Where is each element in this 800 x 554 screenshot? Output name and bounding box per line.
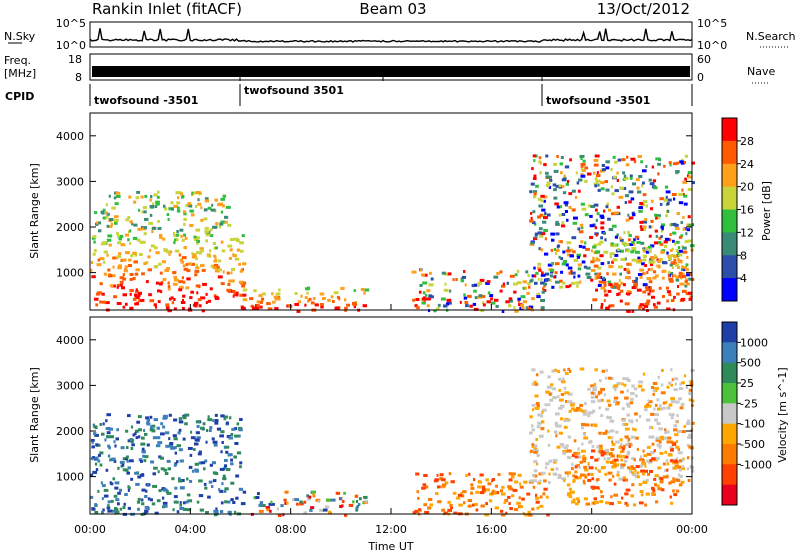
velocity-region-2 xyxy=(240,490,369,517)
power-cbar-tick-5: 20 xyxy=(740,181,754,194)
cpid-label: CPID xyxy=(5,90,34,103)
velocity-ytick-label-2: 2000 xyxy=(56,425,84,438)
power-cbar-tick-7: 28 xyxy=(740,135,754,148)
nave-band xyxy=(92,66,690,77)
cpid-segment-3: twofsound -3501 xyxy=(546,94,650,107)
velocity-ytick-label-3: 3000 xyxy=(56,379,84,392)
power-cbar-tick-2: 8 xyxy=(740,249,747,262)
velocity-region-3 xyxy=(412,472,550,517)
power-region-1 xyxy=(90,232,247,313)
velocity-xtick-label-6: 20:00 xyxy=(576,523,608,536)
velocity-cbar-swatch-1 xyxy=(722,322,737,343)
power-scatter xyxy=(90,154,695,313)
velocity-cbar-swatch-6 xyxy=(722,423,737,445)
velocity-panel: 1000 2000 3000 4000 00:00 04:00 08:00 12:00 16:… xyxy=(28,316,708,553)
velocity-xtick-label-3: 08:00 xyxy=(275,523,307,536)
freq-tick-top: 18 xyxy=(68,53,82,66)
velocity-cbar-tick-2: 500 xyxy=(740,357,761,370)
velocity-region-1 xyxy=(90,413,244,517)
power-cbar-label: Power [dB] xyxy=(760,181,773,241)
velocity-region-5 xyxy=(566,440,683,507)
power-ytick-label-3: 3000 xyxy=(56,175,84,188)
cpid-segment-1: twofsound -3501 xyxy=(94,94,198,107)
power-ytick-label-1: 1000 xyxy=(56,267,84,280)
power-cbar-tick-6: 24 xyxy=(740,158,754,171)
power-cbar-swatch-4 xyxy=(722,186,737,210)
velocity-cbar-tick-7: -1000 xyxy=(740,458,772,471)
nave-tick-top: 60 xyxy=(697,53,711,66)
velocity-cbar-swatch-3 xyxy=(722,362,737,384)
date-title: 13/Oct/2012 xyxy=(597,0,690,18)
velocity-cbar-label: Velocity [m s^-1] xyxy=(776,367,789,462)
power-region-3 xyxy=(242,286,370,313)
velocity-cbar-swatch-5 xyxy=(722,403,737,425)
time-axis-label: Time UT xyxy=(367,540,413,553)
velocity-xtick-label-2: 04:00 xyxy=(174,523,206,536)
nsky-tick-bottom: 10^0 xyxy=(56,39,86,52)
nsearch-tick-bottom: 10^0 xyxy=(697,39,727,52)
velocity-cbar-swatch-2 xyxy=(722,342,737,364)
power-ylabel: Slant Range [km] xyxy=(28,163,41,259)
power-cbar-tick-4: 16 xyxy=(740,204,754,217)
cpid-segment-2: twofsound 3501 xyxy=(244,84,344,97)
velocity-cbar-swatch-9 xyxy=(722,484,737,506)
velocity-ylabel: Slant Range [km] xyxy=(28,367,41,463)
nsky-panel: N.Sky 10^5 10^0 N.Search 10^5 10^0 xyxy=(4,17,796,52)
velocity-region-4 xyxy=(529,367,695,485)
velocity-xtick-label-4: 12:00 xyxy=(375,523,407,536)
velocity-xtick-label-7: 00:00 xyxy=(676,523,708,536)
velocity-cbar-swatch-4 xyxy=(722,383,737,404)
velocity-xtick-label-5: 16:00 xyxy=(475,523,507,536)
power-cbar-swatch-6 xyxy=(722,232,737,256)
power-region-4 xyxy=(411,268,550,313)
power-cbar-swatch-5 xyxy=(722,209,737,233)
nsearch-tick-top: 10^5 xyxy=(697,17,727,30)
velocity-cbar-tick-3: 25 xyxy=(740,377,754,390)
nsky-tick-top: 10^5 xyxy=(56,17,86,30)
velocity-cbar-tick-1: 1000 xyxy=(740,336,768,349)
nave-tick-bottom: 0 xyxy=(697,71,704,84)
power-region-2 xyxy=(94,190,232,234)
velocity-cbar-tick-5: -100 xyxy=(740,418,765,431)
velocity-ytick-label-4: 4000 xyxy=(56,334,84,347)
beam-title: Beam 03 xyxy=(359,0,426,18)
power-panel: 1000 2000 3000 4000 Slant Range [km] xyxy=(28,112,695,313)
nsky-trace xyxy=(89,28,693,43)
freq-unit: [MHz] xyxy=(4,67,36,80)
freq-panel: Freq. [MHz] 18 8 Nave 60 0 xyxy=(4,53,775,84)
power-cbar-swatch-2 xyxy=(722,140,737,165)
power-colorbar: 4 8 12 16 20 24 28 Power [dB] xyxy=(721,117,773,302)
power-cbar-swatch-3 xyxy=(722,163,737,188)
power-cbar-swatch-7 xyxy=(722,255,737,279)
nsky-label: N.Sky xyxy=(4,30,36,43)
freq-tick-bottom: 8 xyxy=(75,71,82,84)
cpid-row: CPID twofsound -3501 twofsound 3501 twof… xyxy=(5,84,693,107)
velocity-cbar-swatch-8 xyxy=(722,464,737,486)
power-cbar-tick-3: 12 xyxy=(740,226,754,239)
freq-label: Freq. xyxy=(4,54,31,67)
velocity-xtick-label-1: 00:00 xyxy=(74,523,106,536)
station-title: Rankin Inlet (fitACF) xyxy=(92,0,242,18)
power-region-6 xyxy=(592,240,695,313)
nsearch-label: N.Search xyxy=(746,30,796,43)
power-ytick-label-4: 4000 xyxy=(56,130,84,143)
power-cbar-tick-1: 4 xyxy=(740,272,747,285)
velocity-ytick-label-1: 1000 xyxy=(56,471,84,484)
power-cbar-swatch-1 xyxy=(722,118,737,142)
velocity-scatter xyxy=(90,367,695,517)
power-region-5 xyxy=(529,154,695,290)
nave-label: Nave xyxy=(747,65,775,78)
velocity-cbar-swatch-7 xyxy=(722,444,737,465)
velocity-cbar-tick-6: -500 xyxy=(740,438,765,451)
power-ytick-label-2: 2000 xyxy=(56,221,84,234)
velocity-colorbar: 1000 500 25 -25 -100 -500 -1000 Velocity [m s^… xyxy=(721,321,789,506)
velocity-cbar-tick-4: -25 xyxy=(740,397,758,410)
power-cbar-swatch-8 xyxy=(722,278,737,302)
